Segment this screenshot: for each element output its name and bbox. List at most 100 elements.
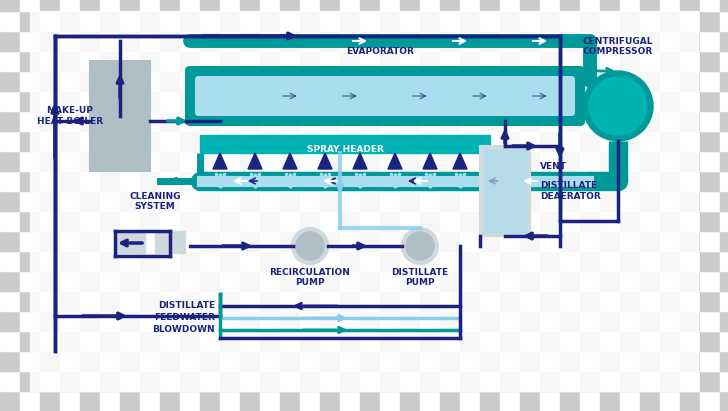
Bar [320,251,340,271]
Bar [20,131,40,151]
Bar [160,171,180,191]
Bar [440,0,460,11]
Bar [600,71,620,91]
Bar [640,151,660,171]
Bar [540,191,560,211]
Bar [320,311,340,331]
Bar [260,71,280,91]
Bar [320,391,340,411]
Bar [680,71,700,91]
Bar [480,371,500,391]
Bar [540,311,560,331]
Bar [260,131,280,151]
Bar [260,191,280,211]
Bar [380,331,400,351]
Polygon shape [283,153,297,169]
Bar [140,171,160,191]
Bar [220,131,240,151]
Bar [720,211,728,231]
Bar [640,131,660,151]
Bar [0,291,20,311]
Bar [520,151,540,171]
Text: FEEDWATER: FEEDWATER [154,314,215,323]
Bar [180,191,200,211]
Bar [160,51,180,71]
Bar [0,271,20,291]
Bar [360,0,380,11]
Bar [440,191,460,211]
Bar [60,151,80,171]
Bar [560,191,580,211]
Bar [720,251,728,271]
Bar [160,31,180,51]
Bar [560,251,580,271]
Bar [580,351,600,371]
Bar [180,171,200,191]
Bar [300,371,320,391]
Bar [160,391,180,411]
Bar [500,131,520,151]
Bar [600,231,620,251]
Bar [320,131,340,151]
Bar [380,351,400,371]
Bar [40,151,60,171]
Bar [20,0,40,11]
Bar [540,11,560,31]
Bar [520,31,540,51]
Bar [240,211,260,231]
Bar [40,131,60,151]
Bar [20,331,40,351]
Bar [80,311,100,331]
Bar [60,371,80,391]
Bar [300,251,320,271]
Bar [180,111,200,131]
Bar [360,31,380,51]
Bar [700,71,720,91]
Bar [20,251,40,271]
Bar [600,391,620,411]
Bar [420,51,440,71]
Bar [200,91,220,111]
Bar [160,111,180,131]
Bar [200,111,220,131]
Bar [240,51,260,71]
Bar [160,131,180,151]
Bar [60,391,80,411]
Bar [340,111,360,131]
Bar [540,351,560,371]
Bar [280,331,300,351]
Bar [380,0,400,11]
Bar [120,151,140,171]
Bar [360,111,380,131]
Bar [40,371,60,391]
Bar [660,331,680,351]
Bar [660,171,680,191]
Bar [60,51,80,71]
Bar [240,231,260,251]
Bar [60,191,80,211]
Bar [380,231,400,251]
Bar [300,171,320,191]
Bar [40,11,60,31]
Bar [180,291,200,311]
Bar [0,131,20,151]
Bar [300,331,320,351]
FancyBboxPatch shape [195,76,575,116]
Bar [320,11,340,31]
Bar [140,131,160,151]
Bar [0,151,20,171]
Bar [560,11,580,31]
Bar [520,91,540,111]
Bar [640,391,660,411]
Bar [500,271,520,291]
Bar [440,91,460,111]
Bar [400,31,420,51]
Bar [20,71,40,91]
Bar [20,271,40,291]
Bar [440,151,460,171]
Bar [620,71,640,91]
Bar [280,31,300,51]
Bar [500,191,520,211]
Bar [80,71,100,91]
Bar [240,131,260,151]
